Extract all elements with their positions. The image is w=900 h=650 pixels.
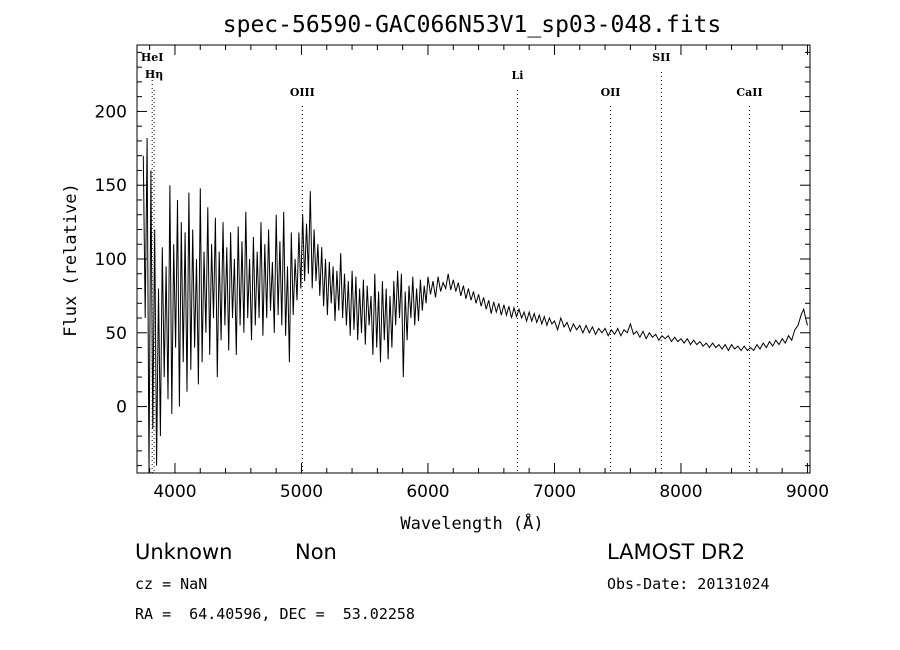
- x-tick-label: 8000: [659, 482, 702, 502]
- spectral-line-label: OIII: [290, 86, 315, 99]
- y-tick-label: 0: [116, 398, 127, 418]
- obsdate-label: Obs-Date: 20131024: [607, 575, 770, 593]
- x-tick-label: 4000: [153, 482, 196, 502]
- x-tick-label: 7000: [533, 482, 576, 502]
- spectral-line-label: Li: [512, 69, 524, 82]
- subclass-label: Non: [295, 540, 337, 564]
- y-tick-label: 100: [95, 250, 127, 270]
- x-tick-label: 6000: [406, 482, 449, 502]
- spectral-line-label: HeI: [141, 51, 164, 64]
- x-axis-label: Wavelength (Å): [400, 512, 543, 534]
- chart-title: spec-56590-GAC066N53V1_sp03-048.fits: [223, 12, 722, 38]
- spectral-line-label: Hη: [145, 68, 163, 81]
- y-axis-label: Flux (relative): [61, 183, 81, 337]
- y-tick-label: 200: [95, 102, 127, 122]
- survey-label: LAMOST DR2: [607, 540, 745, 564]
- y-tick-label: 150: [95, 176, 127, 196]
- spectral-line-label: CaII: [736, 86, 762, 99]
- spectral-line-label: SII: [652, 51, 670, 64]
- class-label: Unknown: [135, 540, 232, 564]
- y-tick-label: 50: [105, 324, 127, 344]
- x-tick-label: 9000: [786, 482, 829, 502]
- spectral-line-label: OII: [601, 86, 621, 99]
- radec-label: RA = 64.40596, DEC = 53.02258: [135, 605, 415, 623]
- x-tick-label: 5000: [280, 482, 323, 502]
- cz-label: cz = NaN: [135, 575, 207, 593]
- spectrum-series-line: [142, 137, 808, 474]
